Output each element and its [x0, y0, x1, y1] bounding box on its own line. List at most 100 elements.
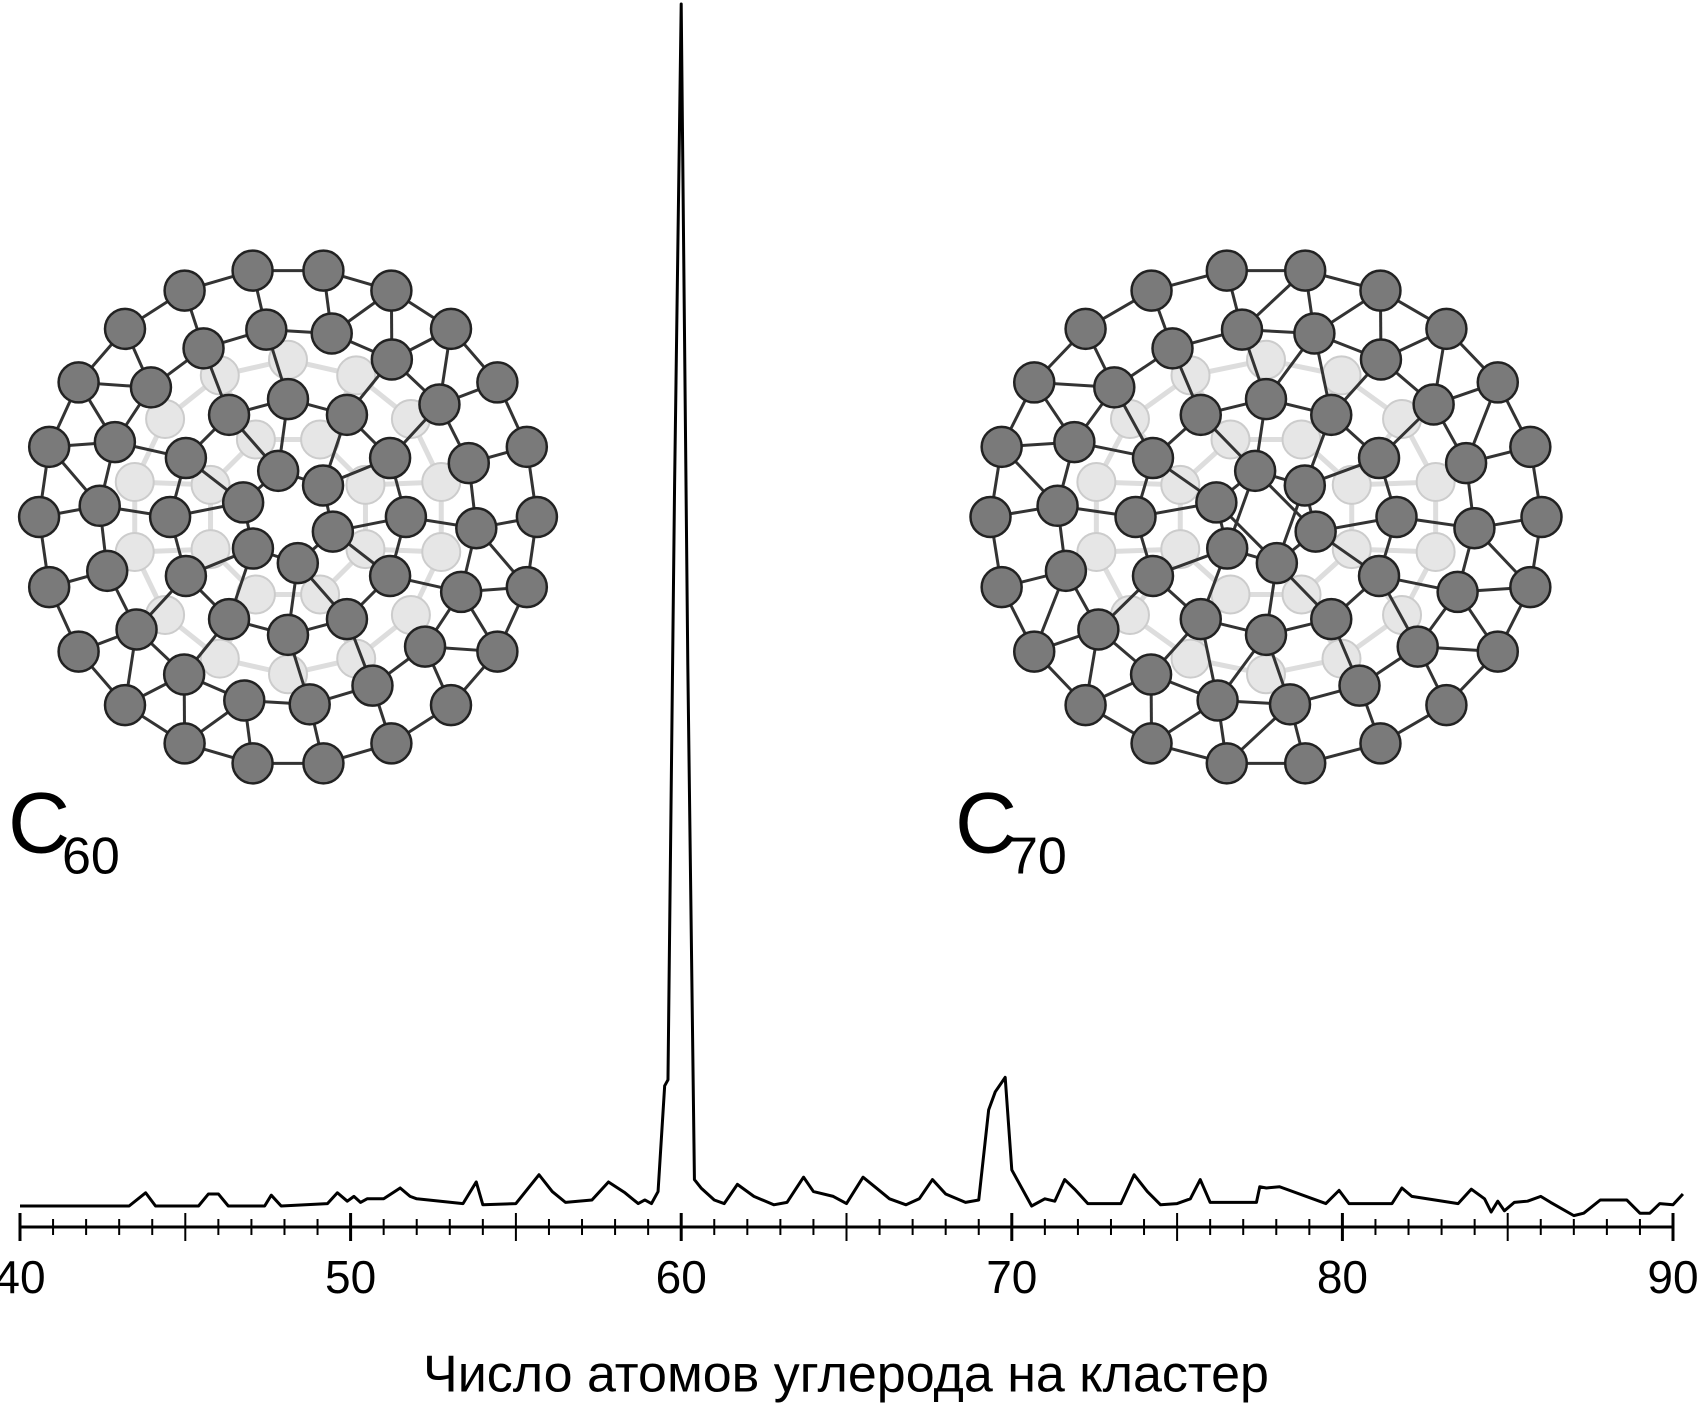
atom — [1151, 327, 1194, 370]
x-axis-title: Число атомов углерода на кластер — [423, 1346, 1269, 1404]
atom — [325, 597, 369, 641]
atom — [418, 383, 461, 426]
atom-back — [1281, 574, 1322, 615]
atom — [1294, 510, 1337, 553]
atom — [1375, 495, 1418, 539]
atom — [85, 549, 129, 593]
atom — [17, 495, 61, 539]
atom — [1436, 570, 1479, 614]
atom — [1131, 436, 1175, 480]
atom — [1338, 664, 1381, 707]
atom — [429, 683, 473, 727]
atom — [231, 742, 274, 785]
atom — [27, 425, 71, 469]
atom — [1396, 625, 1439, 668]
atom — [1255, 541, 1299, 585]
atom — [1131, 554, 1175, 598]
atom — [148, 495, 192, 539]
atom-back — [1076, 462, 1117, 503]
atom-back — [1160, 464, 1201, 505]
atom — [311, 510, 355, 553]
spectrum-line — [20, 2, 1685, 1218]
atom — [266, 613, 310, 657]
x-tick-label: 90 — [1647, 1251, 1698, 1303]
atom — [245, 308, 288, 351]
annotation-sub: 70 — [1009, 828, 1067, 886]
atom — [93, 420, 137, 464]
atom — [1476, 630, 1520, 673]
annotation-base: C — [8, 776, 70, 872]
atom — [505, 425, 549, 469]
atom — [368, 554, 412, 598]
atom — [162, 653, 206, 696]
atom — [1310, 393, 1353, 437]
annotation-sub: 60 — [62, 828, 120, 886]
atom — [439, 570, 483, 614]
atom-back — [1076, 531, 1117, 572]
atom — [302, 742, 345, 785]
atom — [182, 327, 225, 370]
atom — [1283, 464, 1327, 507]
atom — [455, 506, 498, 550]
x-tick-label: 70 — [986, 1251, 1037, 1303]
atom-back — [336, 355, 377, 396]
atom — [1283, 742, 1327, 785]
atom — [325, 393, 369, 437]
atom — [1220, 308, 1264, 351]
atom — [1357, 554, 1401, 598]
atom — [1453, 506, 1496, 550]
atom — [429, 307, 473, 351]
atom — [164, 554, 208, 598]
atom — [980, 565, 1023, 609]
atom — [223, 679, 266, 722]
atom-back — [114, 462, 155, 503]
x-tick-label: 60 — [656, 1251, 707, 1303]
atom — [980, 425, 1023, 469]
atom — [368, 436, 412, 480]
atom — [1179, 393, 1222, 437]
atom — [1196, 679, 1239, 722]
atom-back — [190, 464, 231, 505]
atom — [27, 565, 71, 609]
atom — [370, 722, 413, 765]
atom — [1268, 683, 1312, 726]
atom-back — [1210, 419, 1251, 460]
atom-back — [1331, 464, 1372, 505]
annotation-base: C — [955, 776, 1017, 872]
atom — [256, 449, 300, 493]
atom — [207, 597, 251, 641]
atom — [1205, 527, 1249, 570]
atom — [1195, 481, 1238, 524]
atom — [163, 269, 206, 312]
atom — [1093, 366, 1136, 409]
atom-back — [1331, 529, 1372, 570]
atom — [276, 541, 320, 585]
atom — [1129, 653, 1173, 696]
atom — [1476, 361, 1520, 404]
atom — [1114, 495, 1157, 539]
atom — [1064, 307, 1107, 351]
atom — [301, 464, 345, 507]
atom — [1205, 249, 1249, 292]
atom — [1359, 338, 1403, 381]
atom — [57, 361, 100, 404]
atom — [370, 338, 414, 381]
atom — [129, 366, 173, 409]
atom-back — [190, 529, 231, 570]
atom — [476, 361, 519, 404]
atom — [163, 722, 206, 765]
atom — [1130, 722, 1173, 765]
atom — [1012, 361, 1056, 404]
atom — [515, 495, 559, 539]
atom — [1509, 565, 1552, 609]
atom — [231, 527, 275, 570]
atom — [1283, 249, 1327, 292]
atom — [1130, 269, 1173, 312]
atom — [370, 269, 413, 312]
atom — [1036, 484, 1079, 528]
atom-back — [1160, 529, 1201, 570]
atom — [310, 312, 353, 355]
atom — [1520, 495, 1563, 539]
atom — [1064, 683, 1107, 727]
